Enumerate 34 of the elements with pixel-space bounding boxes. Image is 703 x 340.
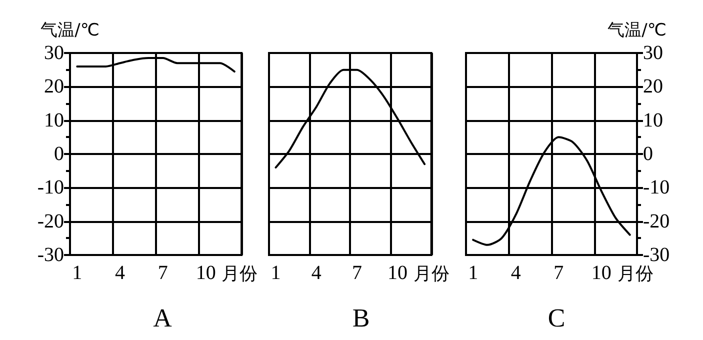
text: B bbox=[352, 304, 370, 332]
y-tick-label: 30 bbox=[44, 42, 64, 64]
y-tick-label: 0 bbox=[54, 143, 64, 165]
y-tick-label: -10 bbox=[37, 176, 64, 199]
x-tick-label: 4 bbox=[115, 262, 126, 284]
x-tick-label: 1 bbox=[468, 262, 478, 284]
x-axis-title: 月份 bbox=[413, 264, 450, 284]
x-axis-title: 月份 bbox=[617, 264, 654, 284]
x-tick-label: 10 bbox=[591, 262, 612, 284]
x-tick-label: 10 bbox=[388, 262, 408, 284]
x-tick-label: 7 bbox=[554, 262, 564, 284]
x-tick-label: 4 bbox=[311, 262, 322, 284]
x-tick-label: 4 bbox=[510, 262, 521, 284]
y2-tick-label: -10 bbox=[643, 176, 670, 199]
text: C bbox=[548, 304, 566, 332]
x-tick-label: 7 bbox=[158, 262, 168, 284]
y2-tick-label: 0 bbox=[643, 143, 653, 165]
y2-axis-title: 气温/℃ bbox=[608, 20, 666, 40]
y2-tick-label: 30 bbox=[643, 42, 663, 64]
y2-tick-label: 10 bbox=[643, 109, 663, 132]
x-axis-title: 月份 bbox=[222, 264, 258, 284]
y-tick-label: 20 bbox=[44, 76, 64, 98]
x-tick-label: 7 bbox=[352, 262, 362, 284]
y2-tick-label: -20 bbox=[643, 210, 670, 232]
y-axis-title: 气温/℃ bbox=[40, 20, 100, 40]
y2-tick-label: -30 bbox=[643, 244, 670, 266]
x-tick-label: 1 bbox=[72, 262, 82, 284]
y-tick-label: 10 bbox=[44, 109, 64, 132]
x-tick-label: 1 bbox=[270, 262, 281, 284]
text: A bbox=[153, 304, 172, 332]
y-tick-label: -30 bbox=[37, 244, 64, 266]
y2-tick-label: 20 bbox=[643, 76, 663, 98]
y-tick-label: -20 bbox=[37, 210, 64, 232]
x-tick-label: 10 bbox=[196, 262, 216, 284]
